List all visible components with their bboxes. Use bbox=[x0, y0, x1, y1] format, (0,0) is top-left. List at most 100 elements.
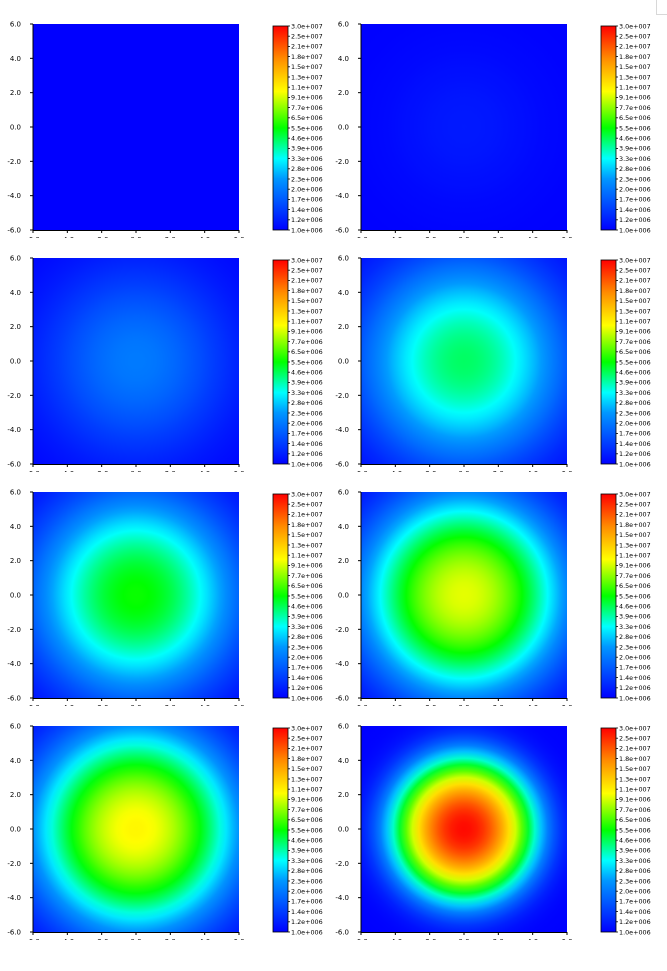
x-tick-label: -6.0 bbox=[354, 704, 368, 706]
colorbar-label: 1.4e+006 bbox=[291, 674, 323, 682]
y-tick-label: 0.0 bbox=[338, 358, 349, 366]
x-tick-label: -2.0 bbox=[95, 236, 109, 238]
colorbar-label: 1.5e+007 bbox=[619, 765, 651, 773]
heatmap-field bbox=[33, 726, 239, 932]
heatmap-field bbox=[361, 24, 567, 230]
colorbar-label: 2.8e+006 bbox=[619, 633, 651, 641]
y-tick-label: -6.0 bbox=[335, 461, 349, 469]
colorbar-label: 1.5e+007 bbox=[619, 63, 651, 71]
colorbar-label: 1.1e+007 bbox=[291, 84, 323, 92]
y-tick-label: 2.0 bbox=[10, 791, 21, 799]
colorbar-label: 1.4e+006 bbox=[291, 908, 323, 916]
x-tick-label: 6.0 bbox=[233, 938, 244, 940]
y-tick-label: -6.0 bbox=[335, 227, 349, 235]
x-tick-label: 4.0 bbox=[199, 236, 210, 238]
x-tick-label: -4.0 bbox=[60, 938, 74, 940]
colorbar-label: 1.8e+007 bbox=[291, 53, 323, 61]
x-tick-label: 4.0 bbox=[199, 704, 210, 706]
colorbar-label: 2.0e+006 bbox=[291, 888, 323, 896]
x-tick-label: -2.0 bbox=[423, 470, 437, 472]
colorbar-label: 2.1e+007 bbox=[291, 277, 323, 285]
colorbar-label: 1.8e+007 bbox=[291, 755, 323, 763]
colorbar-label: 1.8e+007 bbox=[619, 287, 651, 295]
colorbar-label: 3.0e+007 bbox=[291, 724, 323, 732]
colorbar-label: 4.6e+006 bbox=[619, 603, 651, 611]
colorbar-label: 1.5e+007 bbox=[291, 63, 323, 71]
colorbar-label: 1.5e+007 bbox=[619, 531, 651, 539]
x-tick-label: 0.0 bbox=[130, 704, 141, 706]
colorbar-label: 3.9e+006 bbox=[619, 847, 651, 855]
x-tick-label: 0.0 bbox=[130, 938, 141, 940]
colorbar-label: 5.5e+006 bbox=[291, 592, 323, 600]
x-tick-label: 2.0 bbox=[165, 470, 176, 472]
y-tick-label: 0.0 bbox=[10, 358, 21, 366]
y-tick-label: -4.0 bbox=[7, 192, 21, 200]
colorbar bbox=[600, 25, 617, 231]
colorbar-label: 1.3e+007 bbox=[619, 307, 651, 315]
x-tick-label: 6.0 bbox=[561, 704, 572, 706]
colorbar-label: 3.0e+007 bbox=[619, 724, 651, 732]
colorbar-label: 3.9e+006 bbox=[291, 145, 323, 153]
colorbar-label: 6.5e+006 bbox=[619, 348, 651, 356]
x-tick-label: 0.0 bbox=[458, 470, 469, 472]
colorbar-label: 1.0e+006 bbox=[291, 928, 323, 936]
colorbar-label: 7.7e+006 bbox=[291, 572, 323, 580]
y-tick-label: 4.0 bbox=[10, 289, 21, 297]
colorbar-label: 3.9e+006 bbox=[291, 613, 323, 621]
colorbar-label: 2.1e+007 bbox=[619, 511, 651, 519]
colorbar bbox=[600, 259, 617, 465]
heatmap-panel-7: -6.0 -4.0 -2.0 0.0 2.0 4.0 6.0 6.0 4.0 2.0 0.0 -2.0… bbox=[0, 708, 330, 947]
colorbar-label: 3.9e+006 bbox=[619, 145, 651, 153]
x-tick-label: 0.0 bbox=[458, 704, 469, 706]
colorbar-label: 1.3e+007 bbox=[619, 541, 651, 549]
colorbar-label: 3.3e+006 bbox=[291, 155, 323, 163]
colorbar-label: 1.8e+007 bbox=[619, 521, 651, 529]
colorbar-label: 2.0e+006 bbox=[291, 186, 323, 194]
x-tick-label: -6.0 bbox=[354, 470, 368, 472]
y-tick-label: -6.0 bbox=[335, 929, 349, 937]
x-tick-label: 2.0 bbox=[493, 704, 504, 706]
y-tick-label: -4.0 bbox=[7, 894, 21, 902]
x-tick-label: -2.0 bbox=[95, 704, 109, 706]
y-tick-label: -2.0 bbox=[335, 860, 349, 868]
colorbar-label: 5.5e+006 bbox=[619, 358, 651, 366]
heatmap-chart-5: -6.0 -4.0 -2.0 0.0 2.0 4.0 6.0 6.0 4.0 2.0 0.0 -2.0… bbox=[7, 489, 323, 713]
colorbar-label: 1.1e+007 bbox=[619, 552, 651, 560]
x-tick-label: -4.0 bbox=[388, 470, 402, 472]
x-tick-label: -2.0 bbox=[95, 470, 109, 472]
y-tick-label: -2.0 bbox=[335, 392, 349, 400]
colorbar-label: 7.7e+006 bbox=[291, 806, 323, 814]
colorbar-label: 2.3e+006 bbox=[619, 175, 651, 183]
colorbar-label: 1.4e+006 bbox=[291, 440, 323, 448]
x-tick-label: -2.0 bbox=[423, 704, 437, 706]
colorbar-label: 4.6e+006 bbox=[619, 369, 651, 377]
colorbar-label: 6.5e+006 bbox=[291, 114, 323, 122]
colorbar-label: 1.0e+006 bbox=[619, 928, 651, 936]
colorbar-label: 1.2e+006 bbox=[291, 684, 323, 692]
y-tick-label: -2.0 bbox=[7, 860, 21, 868]
colorbar-label: 3.9e+006 bbox=[619, 613, 651, 621]
colorbar-label: 5.5e+006 bbox=[619, 124, 651, 132]
heatmap-field bbox=[33, 24, 239, 230]
colorbar-label: 1.1e+007 bbox=[619, 786, 651, 794]
x-tick-label: -4.0 bbox=[60, 236, 74, 238]
colorbar-label: 2.3e+006 bbox=[291, 877, 323, 885]
colorbar bbox=[272, 493, 289, 699]
y-tick-label: 2.0 bbox=[338, 89, 349, 97]
colorbar-label: 4.6e+006 bbox=[291, 603, 323, 611]
x-tick-label: 4.0 bbox=[527, 938, 538, 940]
colorbar-label: 2.3e+006 bbox=[291, 643, 323, 651]
y-tick-label: 0.0 bbox=[10, 592, 21, 600]
x-tick-label: 6.0 bbox=[233, 236, 244, 238]
colorbar-label: 2.0e+006 bbox=[291, 654, 323, 662]
colorbar-label: 1.8e+007 bbox=[291, 521, 323, 529]
colorbar-label: 2.8e+006 bbox=[619, 867, 651, 875]
y-tick-label: -6.0 bbox=[7, 695, 21, 703]
colorbar-label: 3.9e+006 bbox=[291, 379, 323, 387]
colorbar bbox=[272, 259, 289, 465]
x-tick-label: -2.0 bbox=[423, 236, 437, 238]
colorbar-label: 2.5e+007 bbox=[619, 501, 651, 509]
heatmap-panel-5: -6.0 -4.0 -2.0 0.0 2.0 4.0 6.0 6.0 4.0 2.0 0.0 -2.0… bbox=[0, 474, 330, 713]
colorbar-label: 1.2e+006 bbox=[291, 918, 323, 926]
